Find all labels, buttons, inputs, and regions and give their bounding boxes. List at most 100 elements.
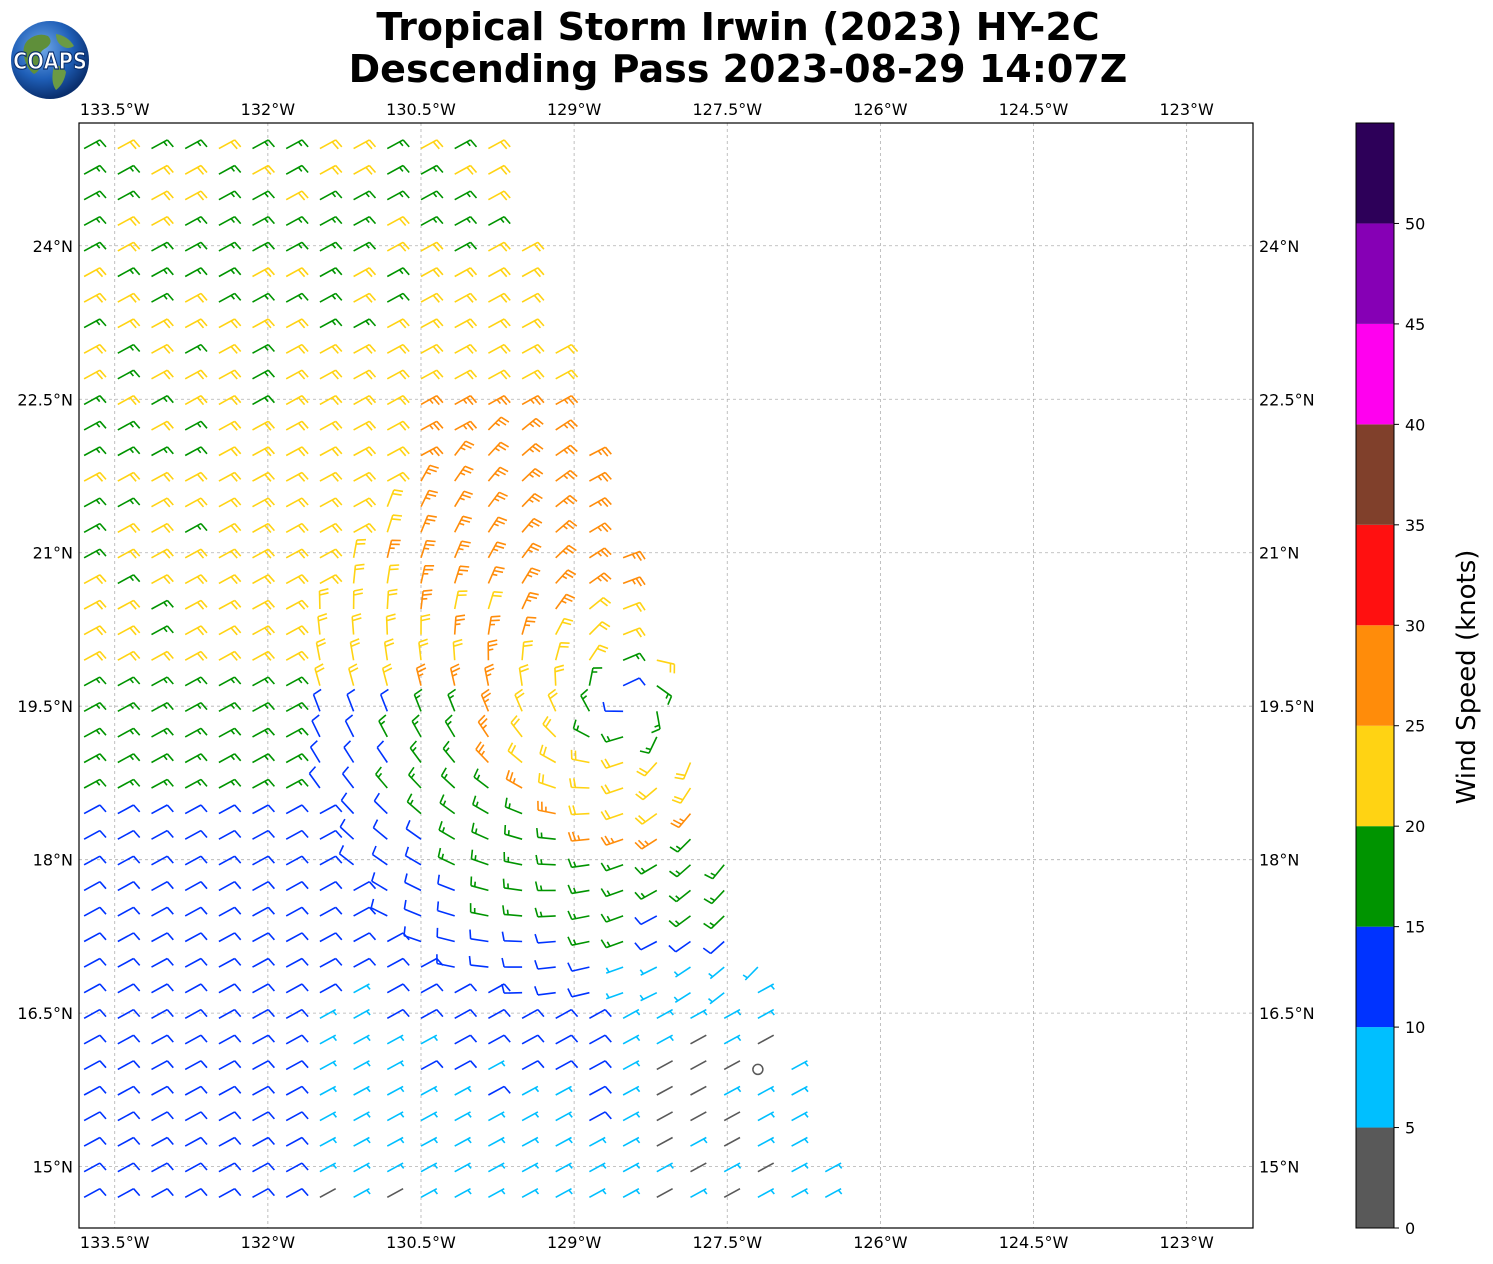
- wind-barb: [568, 805, 590, 816]
- wind-barb: [386, 318, 410, 329]
- wind-barb: [521, 517, 543, 533]
- wind-barb: [151, 906, 174, 917]
- wind-barb: [352, 588, 364, 610]
- wind-barb: [757, 1085, 775, 1096]
- wind-barb: [151, 829, 174, 840]
- wind-barb: [252, 701, 275, 713]
- wind-barb: [622, 1034, 641, 1045]
- wind-barb: [420, 164, 444, 175]
- wind-barb: [151, 574, 174, 585]
- wind-barb: [555, 1136, 573, 1147]
- wind-barb: [117, 1008, 141, 1020]
- wind-barb: [639, 736, 658, 754]
- wind-barb: [569, 778, 590, 789]
- wind-barb: [383, 638, 395, 661]
- wind-barb: [386, 1060, 405, 1071]
- lon-tick-label: 129°W: [547, 100, 602, 119]
- wind-barb: [151, 855, 174, 866]
- wind-barb: [554, 642, 570, 661]
- wind-barb: [622, 601, 646, 613]
- wind-barb: [600, 758, 624, 769]
- wind-barb: [348, 663, 359, 686]
- wind-barb: [453, 565, 470, 584]
- wind-barb: [308, 766, 321, 789]
- wind-barb: [285, 420, 309, 431]
- wind-barb: [436, 954, 455, 968]
- wind-barb: [420, 318, 444, 329]
- wind-barb: [151, 369, 174, 380]
- wind-barb: [636, 761, 658, 777]
- wind-barb: [454, 1187, 472, 1199]
- wind-barb: [588, 572, 612, 585]
- wind-barb: [386, 1136, 405, 1147]
- wind-barb: [83, 267, 107, 278]
- wind-barb: [184, 164, 208, 175]
- wind-barb: [353, 190, 377, 201]
- wind-barb: [252, 1008, 276, 1020]
- wind-barb: [824, 1187, 843, 1199]
- wind-barb: [454, 490, 473, 508]
- wind-barb: [488, 241, 511, 252]
- wind-barb: [600, 733, 624, 743]
- wind-barb: [285, 471, 309, 482]
- wind-barb: [600, 784, 624, 795]
- wind-barb: [83, 1034, 107, 1045]
- wind-barb: [521, 567, 541, 584]
- wind-barb: [151, 880, 174, 892]
- wind-barb: [285, 139, 309, 150]
- wind-barb: [117, 1060, 141, 1071]
- wind-barb: [319, 318, 343, 329]
- wind-barb: [589, 1034, 612, 1045]
- wind-barb: [420, 446, 444, 457]
- wind-barb: [184, 1085, 208, 1096]
- wind-barb: [184, 548, 208, 559]
- wind-barb: [218, 1111, 242, 1122]
- wind-barb: [488, 1034, 511, 1045]
- wind-barb: [420, 343, 444, 354]
- wind-barb: [252, 778, 276, 789]
- wind-barb: [353, 139, 377, 150]
- wind-barb: [488, 1187, 506, 1199]
- wind-barb: [83, 753, 107, 764]
- wind-barb: [339, 818, 355, 840]
- wind-barb: [723, 1136, 741, 1147]
- wind-barb: [184, 804, 208, 815]
- wind-barb: [656, 685, 673, 706]
- wind-barb: [184, 1111, 208, 1122]
- wind-barb: [487, 491, 508, 508]
- colorbar-band: [1356, 424, 1394, 525]
- wind-barb: [184, 778, 208, 789]
- title-line-2: Descending Pass 2023-08-29 14:07Z: [348, 47, 1128, 91]
- wind-barb: [83, 574, 107, 585]
- colorbar-tick-label: 20: [1405, 817, 1425, 836]
- wind-barb: [252, 983, 276, 994]
- wind-barb: [454, 983, 478, 994]
- wind-barb: [252, 215, 275, 227]
- wind-barb: [184, 471, 208, 482]
- wind-barb: [117, 778, 141, 789]
- wind-barb: [252, 343, 275, 354]
- wind-barb: [184, 1008, 208, 1020]
- wind-barb: [184, 676, 208, 687]
- wind-barb: [353, 292, 377, 303]
- wind-barb: [218, 599, 242, 610]
- wind-barb: [117, 625, 141, 636]
- wind-barb: [349, 638, 361, 661]
- wind-barb: [671, 787, 692, 804]
- wind-barb: [252, 574, 275, 585]
- wind-barb: [472, 795, 489, 815]
- wind-barb: [634, 838, 658, 850]
- wind-barb: [83, 164, 107, 175]
- wind-barb: [669, 838, 692, 853]
- wind-barb: [386, 139, 410, 150]
- wind-barb: [218, 420, 242, 431]
- wind-barb: [656, 1008, 674, 1020]
- wind-barb: [554, 664, 565, 686]
- wind-barb: [454, 241, 478, 252]
- wind-barb: [285, 804, 309, 815]
- colorbar-tick-label: 25: [1405, 717, 1425, 736]
- lat-tick-label: 18°N: [33, 851, 73, 870]
- wind-barb: [488, 1060, 506, 1071]
- wind-barb: [184, 599, 208, 610]
- wind-barb: [83, 548, 107, 559]
